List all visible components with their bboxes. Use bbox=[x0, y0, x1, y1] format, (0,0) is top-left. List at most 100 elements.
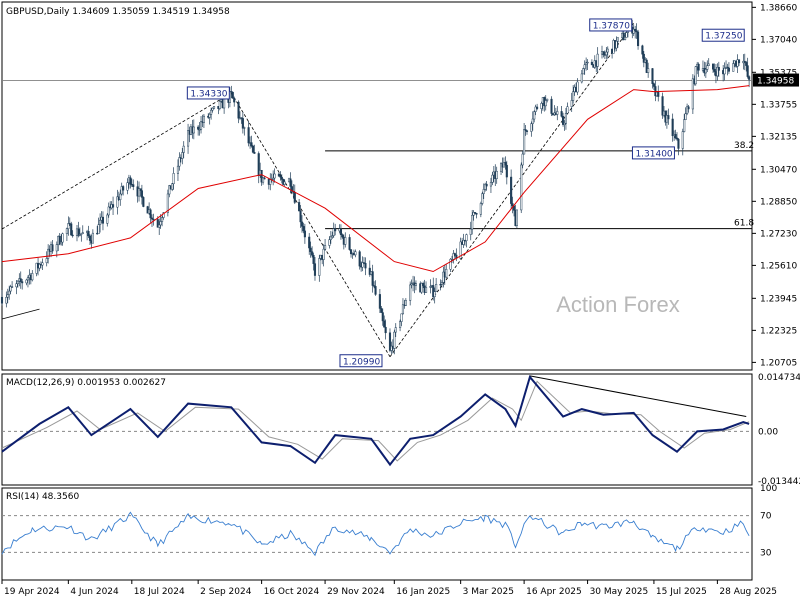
candle-body bbox=[152, 218, 155, 221]
candle-body bbox=[106, 214, 109, 224]
candle-body bbox=[674, 134, 677, 139]
candle-body bbox=[67, 223, 70, 229]
candle-body bbox=[435, 284, 438, 292]
candle-body bbox=[197, 126, 200, 130]
price-y-tick-label: 1.35375 bbox=[760, 68, 797, 78]
macd-y-tick-label: 0.00 bbox=[758, 427, 778, 437]
candle-body bbox=[440, 282, 443, 285]
candle-body bbox=[273, 173, 276, 179]
candle-body bbox=[260, 169, 263, 183]
candle-body bbox=[198, 128, 201, 131]
candle-body bbox=[303, 230, 306, 238]
candle-body bbox=[694, 66, 697, 85]
candle-body bbox=[158, 224, 161, 228]
candle-body bbox=[8, 290, 11, 295]
candle-body bbox=[87, 231, 90, 237]
x-tick-label: 2 Sep 2024 bbox=[200, 587, 252, 597]
candle-body bbox=[122, 186, 125, 191]
candle-body bbox=[414, 283, 417, 286]
price-annotation-box bbox=[186, 86, 230, 100]
candle-body bbox=[178, 157, 181, 167]
candle-body bbox=[572, 91, 575, 101]
candle-body bbox=[38, 263, 41, 269]
candle-body bbox=[293, 192, 296, 203]
candle-body bbox=[55, 244, 58, 252]
candle-body bbox=[450, 258, 454, 261]
candle-body bbox=[651, 68, 654, 84]
candle-body bbox=[401, 304, 405, 315]
candle-body bbox=[625, 32, 628, 38]
candle-body bbox=[354, 251, 357, 256]
candle-body bbox=[563, 123, 566, 125]
candle-body bbox=[101, 216, 105, 224]
candle-body bbox=[253, 151, 256, 154]
candle-body bbox=[675, 137, 679, 140]
candle-body bbox=[31, 273, 34, 281]
candle-body bbox=[453, 253, 456, 256]
price-y-tick-label: 1.32135 bbox=[760, 132, 797, 142]
price-y-tick-label: 1.37040 bbox=[760, 35, 797, 45]
candle-body bbox=[746, 65, 749, 77]
candle-body bbox=[445, 269, 448, 278]
candle-body bbox=[449, 258, 452, 270]
candle-body bbox=[560, 111, 563, 117]
candle-body bbox=[550, 98, 553, 114]
candle-body bbox=[211, 107, 214, 111]
candle-body bbox=[404, 300, 407, 306]
candle-body bbox=[661, 96, 664, 116]
candle-body bbox=[269, 179, 272, 185]
candle-body bbox=[139, 188, 142, 191]
moving-average-line bbox=[1, 85, 750, 273]
candle-body bbox=[263, 177, 266, 180]
candle-body bbox=[504, 162, 507, 166]
macd-main-line bbox=[1, 374, 750, 467]
macd-trend-line bbox=[529, 375, 747, 418]
candle-body bbox=[540, 103, 543, 109]
candle-body bbox=[622, 32, 625, 40]
candle-body bbox=[726, 66, 729, 69]
macd-signal-line bbox=[1, 380, 750, 462]
candle-body bbox=[60, 241, 63, 245]
candle-body bbox=[704, 69, 707, 74]
candle-body bbox=[341, 234, 344, 238]
macd-y-tick-label: -0.013442 bbox=[758, 477, 800, 487]
candle-body bbox=[471, 215, 474, 230]
candle-body bbox=[713, 68, 716, 72]
candle-body bbox=[156, 219, 159, 228]
candle-body bbox=[51, 244, 54, 252]
candle-body bbox=[590, 61, 593, 66]
candle-body bbox=[289, 178, 292, 187]
candle-body bbox=[723, 67, 726, 75]
candle-body bbox=[129, 177, 132, 185]
candle-body bbox=[149, 209, 152, 219]
x-tick-label: 3 Mar 2025 bbox=[463, 587, 514, 597]
candle-body bbox=[491, 174, 494, 183]
candle-body bbox=[119, 193, 122, 200]
candle-body bbox=[210, 109, 213, 115]
candle-body bbox=[495, 171, 498, 179]
candle-body bbox=[312, 254, 315, 264]
macd-panel-frame bbox=[1, 373, 753, 486]
candle-body bbox=[602, 51, 605, 55]
candle-body bbox=[732, 63, 735, 72]
candle-body bbox=[479, 203, 482, 215]
candle-body bbox=[137, 188, 141, 197]
candle-body bbox=[499, 163, 503, 172]
rsi-panel-frame bbox=[1, 487, 753, 581]
candle-body bbox=[697, 63, 700, 71]
price-y-tick-label: 1.23945 bbox=[760, 294, 797, 304]
candle-body bbox=[6, 294, 9, 298]
candle-body bbox=[318, 258, 321, 276]
price-y-tick-label: 1.25610 bbox=[760, 261, 797, 271]
candle-body bbox=[176, 165, 180, 174]
candle-body bbox=[140, 190, 143, 198]
x-tick-label: 30 May 2025 bbox=[590, 587, 649, 597]
candle-body bbox=[475, 213, 478, 215]
x-tick-label: 16 Apr 2025 bbox=[526, 587, 582, 597]
candle-body bbox=[9, 286, 12, 292]
candle-body bbox=[583, 64, 586, 69]
candle-body bbox=[469, 228, 472, 235]
candle-body bbox=[25, 279, 28, 284]
candle-body bbox=[116, 196, 119, 208]
candle-body bbox=[159, 221, 162, 226]
